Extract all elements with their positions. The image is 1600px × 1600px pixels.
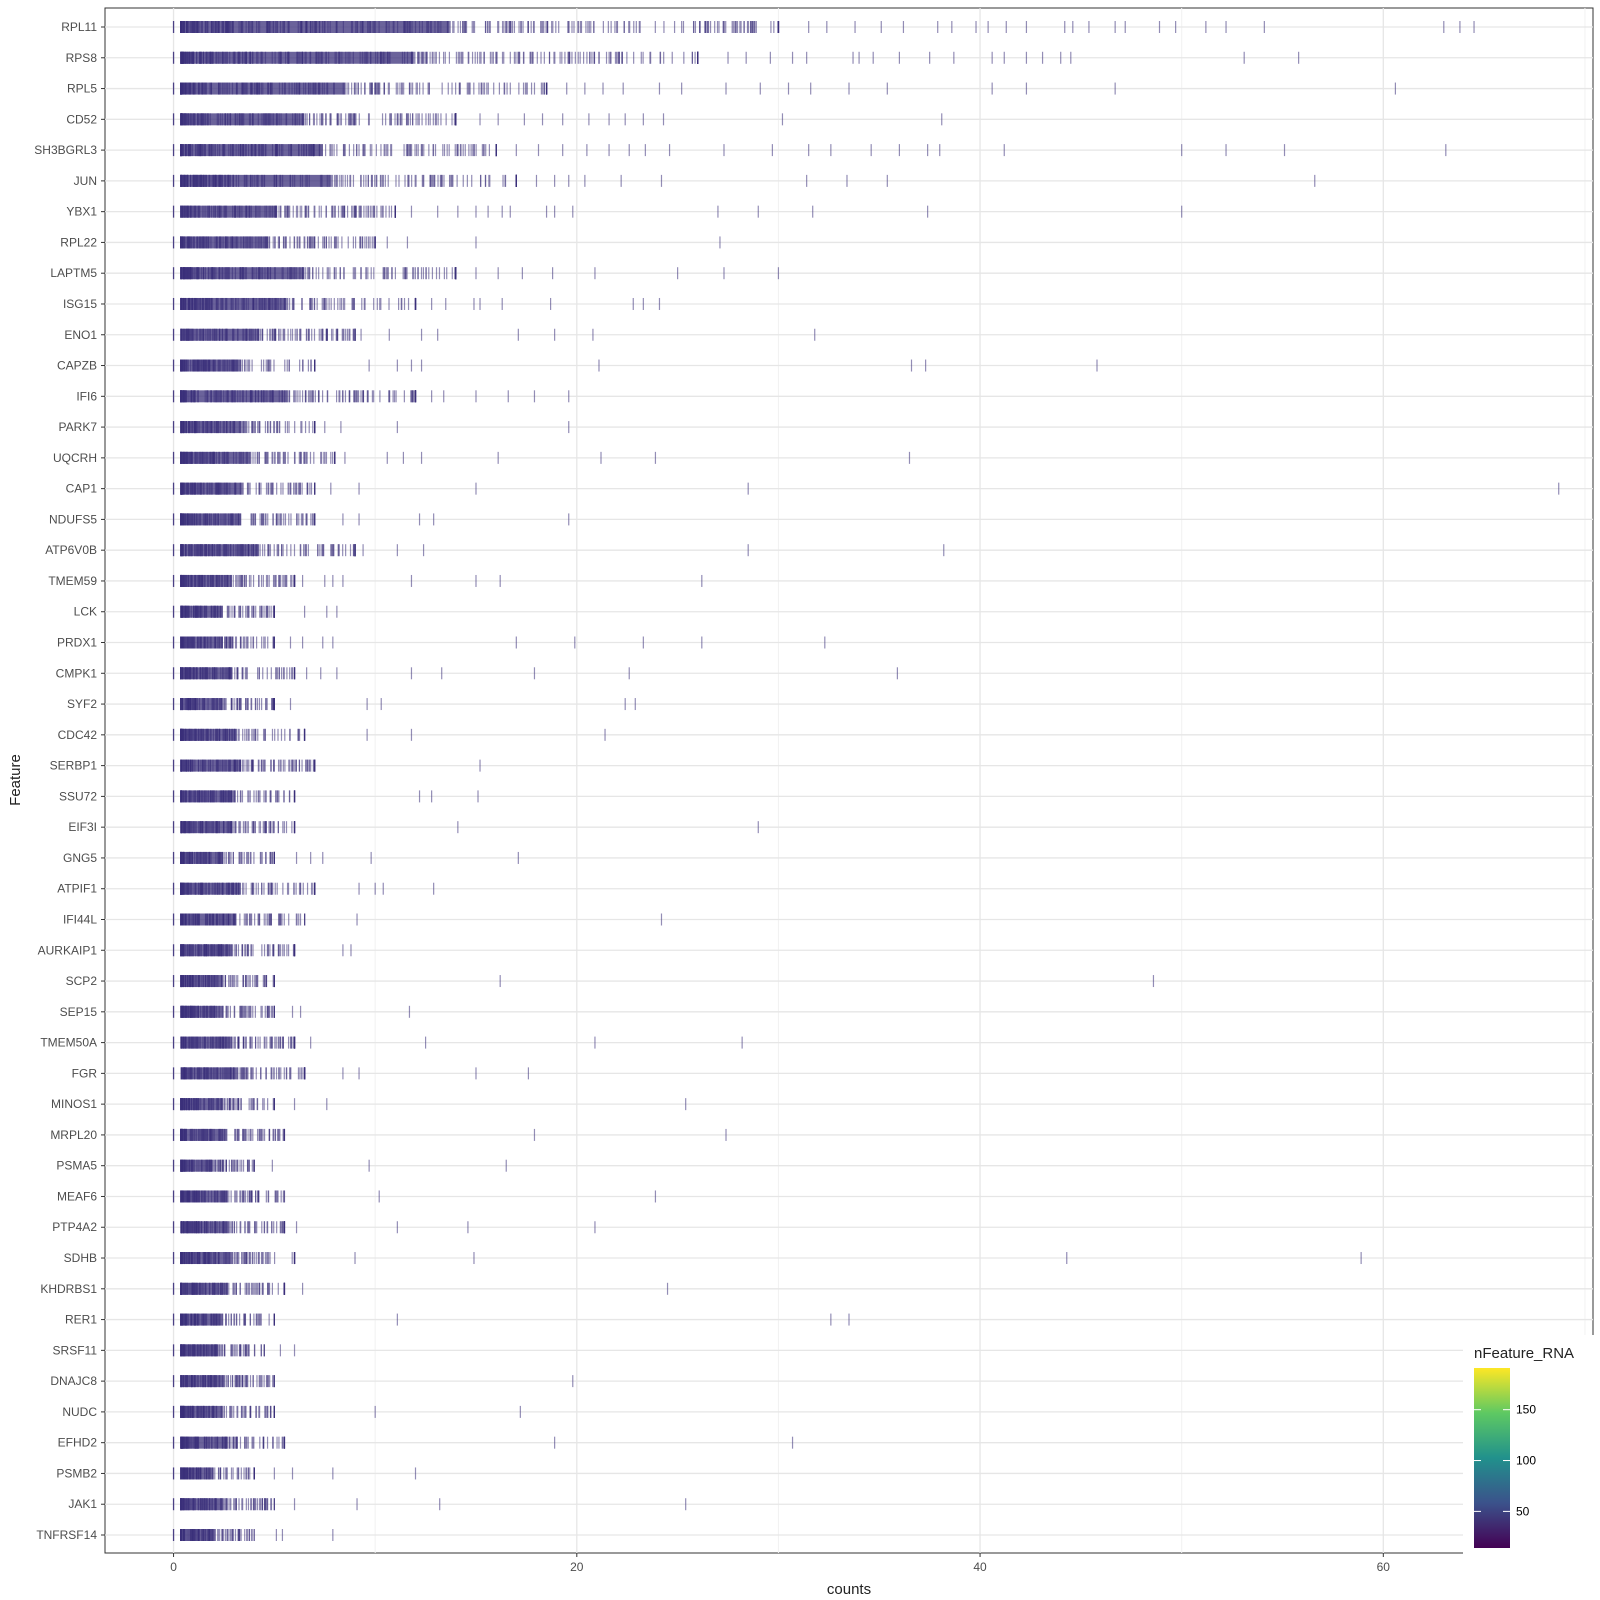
feature-points-CMPK1 xyxy=(172,667,898,680)
feature-points-JUN xyxy=(172,174,1316,187)
data-point-cluster xyxy=(180,144,323,157)
data-point-cluster xyxy=(180,544,260,557)
data-point-cluster xyxy=(180,759,241,772)
feature-points-RPL11 xyxy=(172,21,1475,33)
data-point-cluster xyxy=(180,390,287,403)
feature-points-SSU72 xyxy=(172,790,479,803)
feature-points-ISG15 xyxy=(172,297,661,310)
feature-points-EIF3I xyxy=(172,821,759,834)
feature-points-NDUFS5 xyxy=(172,513,570,526)
feature-points-RPL22 xyxy=(172,236,721,249)
data-point-cluster xyxy=(180,421,241,434)
data-point-cluster xyxy=(180,605,223,618)
data-point-cluster xyxy=(180,574,232,587)
feature-points-RPL5 xyxy=(172,82,1397,95)
data-point-cluster xyxy=(180,698,223,711)
data-points xyxy=(172,21,1560,1541)
data-point-cluster xyxy=(180,51,414,64)
feature-points-YBX1 xyxy=(172,205,1183,218)
feature-points-CDC42 xyxy=(172,728,606,741)
feature-points-PARK7 xyxy=(172,421,570,434)
feature-points-IFI6 xyxy=(172,390,570,403)
data-point-cluster xyxy=(180,21,450,33)
feature-points-SYF2 xyxy=(172,698,636,711)
feature-points-CD52 xyxy=(172,113,943,126)
feature-points-SERBP1 xyxy=(172,759,481,772)
data-point-cluster xyxy=(180,174,332,187)
feature-points-TMEM59 xyxy=(172,574,703,587)
data-point-cluster xyxy=(180,359,241,372)
feature-points-ATP6V0B xyxy=(172,544,945,557)
feature-points-ATPIF1 xyxy=(172,882,435,895)
data-point-cluster xyxy=(180,851,223,864)
data-point-cluster xyxy=(180,205,278,218)
feature-points-CAP1 xyxy=(172,482,1560,495)
data-point-cluster xyxy=(180,113,305,126)
data-point-cluster xyxy=(180,790,232,803)
data-point-cluster xyxy=(180,451,251,464)
data-point-cluster xyxy=(180,482,241,495)
data-point-cluster xyxy=(180,513,241,526)
feature-points-CAPZB xyxy=(172,359,1098,372)
data-point-cluster xyxy=(180,328,260,341)
plot-panel xyxy=(104,7,1594,1554)
feature-points-PRDX1 xyxy=(172,636,826,649)
feature-points-LCK xyxy=(172,605,338,618)
feature-points-UQCRH xyxy=(172,451,911,464)
data-point-cluster xyxy=(180,728,237,741)
feature-points-ENO1 xyxy=(172,328,816,341)
feature-points-GNG5 xyxy=(172,851,519,864)
data-point-cluster xyxy=(180,667,232,680)
feature-points-RPS8 xyxy=(172,51,1300,64)
data-point-cluster xyxy=(180,82,346,95)
feature-points-LAPTM5 xyxy=(172,267,780,280)
data-point-cluster xyxy=(180,297,287,310)
data-point-cluster xyxy=(180,636,223,649)
data-point-cluster xyxy=(180,236,269,249)
data-point-cluster xyxy=(180,267,305,280)
feature-points-SH3BGRL3 xyxy=(172,144,1447,157)
data-point-cluster xyxy=(180,821,232,834)
